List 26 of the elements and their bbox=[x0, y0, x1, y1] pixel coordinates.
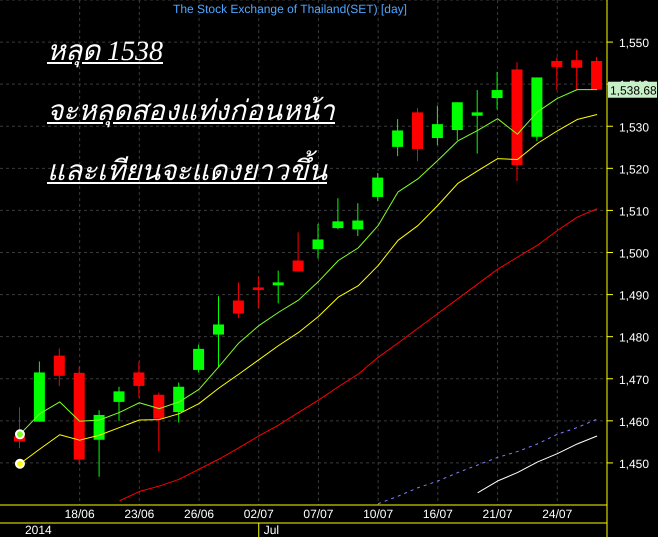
annotation: จะหลุดสองแท่งก่อนหน้า bbox=[47, 95, 335, 130]
x-tick-label: 18/06 bbox=[64, 507, 95, 521]
y-tick-label: 1,520 bbox=[619, 162, 650, 176]
x-tick-label: 16/07 bbox=[422, 507, 454, 521]
y-tick-label: 1,460 bbox=[619, 414, 650, 429]
chart-title: The Stock Exchange of Thailand(SET) [day] bbox=[173, 2, 407, 16]
x-tick-label: 24/07 bbox=[542, 507, 573, 521]
y-tick-label: 1,550 bbox=[619, 36, 650, 50]
text: 1,538.68 bbox=[610, 84, 658, 98]
x-tick-label: 21/07 bbox=[482, 507, 513, 521]
text: 2014 bbox=[25, 523, 52, 537]
y-tick-label: 1,480 bbox=[619, 330, 650, 345]
y-tick-label: 1,450 bbox=[619, 456, 650, 471]
x-tick-label: 10/07 bbox=[363, 507, 394, 521]
y-tick-label: 1,530 bbox=[619, 120, 650, 134]
y-tick-label: 1,470 bbox=[619, 372, 650, 387]
y-tick-label: 1,510 bbox=[619, 204, 650, 218]
x-tick-label: 23/06 bbox=[124, 507, 155, 521]
annotation: และเทียนจะแดงยาวขึ้น bbox=[47, 152, 327, 189]
x-tick-label: 02/07 bbox=[244, 507, 274, 521]
x-tick-label: 26/06 bbox=[184, 507, 214, 521]
annotation: หลุด 1538 bbox=[47, 35, 163, 70]
text: Jul bbox=[264, 523, 280, 537]
y-tick-label: 1,500 bbox=[619, 246, 650, 260]
y-tick-label: 1,490 bbox=[619, 288, 650, 303]
x-tick-label: 07/07 bbox=[303, 507, 334, 521]
